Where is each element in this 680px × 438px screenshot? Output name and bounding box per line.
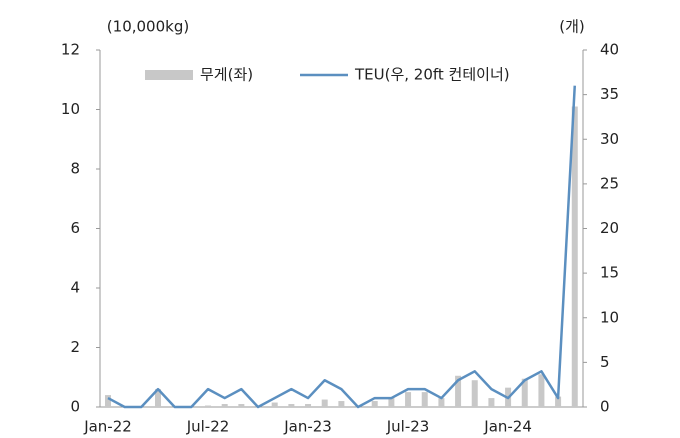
bar: [238, 404, 245, 407]
bar: [321, 399, 328, 407]
y2-tick-label: 10: [600, 308, 619, 326]
y-tick-label: 4: [70, 279, 80, 297]
y2-tick-label: 20: [600, 219, 619, 237]
y2-axis-unit: (개): [559, 18, 585, 36]
y2-tick-label: 30: [600, 130, 619, 148]
y2-tick-label: 25: [600, 174, 619, 192]
bar: [338, 401, 345, 407]
x-tick-label: Jan-22: [83, 418, 132, 436]
bar: [305, 404, 312, 407]
line: [107, 85, 577, 409]
bar: [471, 380, 478, 407]
bar: [438, 398, 445, 407]
y2-tick-label: 0: [600, 398, 610, 416]
y-tick-label: 2: [70, 338, 80, 356]
bar: [571, 106, 578, 408]
y2-tick-label: 15: [600, 264, 619, 282]
bar: [155, 389, 162, 407]
bar: [405, 392, 412, 407]
y2-tick-label: 5: [600, 353, 610, 371]
x-tick-label: Jan-23: [283, 418, 332, 436]
bar: [288, 404, 295, 407]
bar: [488, 398, 495, 407]
legend-label: 무게(좌): [200, 66, 253, 84]
x-tick-label: Jul-22: [186, 418, 230, 436]
y-tick-label: 8: [70, 160, 80, 178]
bar: [271, 402, 278, 407]
y2-tick-label: 40: [600, 41, 619, 59]
legend-label: TEU(우, 20ft 컨테이너): [354, 66, 510, 84]
bar: [421, 392, 428, 407]
y-tick-label: 6: [70, 219, 80, 237]
bar: [538, 374, 545, 407]
x-tick-label: Jul-23: [386, 418, 430, 436]
bar: [555, 396, 562, 407]
y-axis-unit: (10,000kg): [107, 18, 189, 36]
bar: [455, 375, 462, 407]
x-tick-label: Jan-24: [483, 418, 532, 436]
bar: [371, 401, 378, 407]
bar: [105, 395, 111, 407]
y-tick-label: 12: [61, 41, 80, 59]
bar: [221, 404, 228, 407]
bar: [205, 405, 212, 407]
bar: [388, 398, 395, 407]
y2-tick-label: 35: [600, 85, 619, 103]
bar: [521, 378, 528, 407]
y-tick-label: 10: [61, 100, 80, 118]
y-tick-label: 0: [70, 398, 80, 416]
legend-swatch: [145, 70, 193, 80]
